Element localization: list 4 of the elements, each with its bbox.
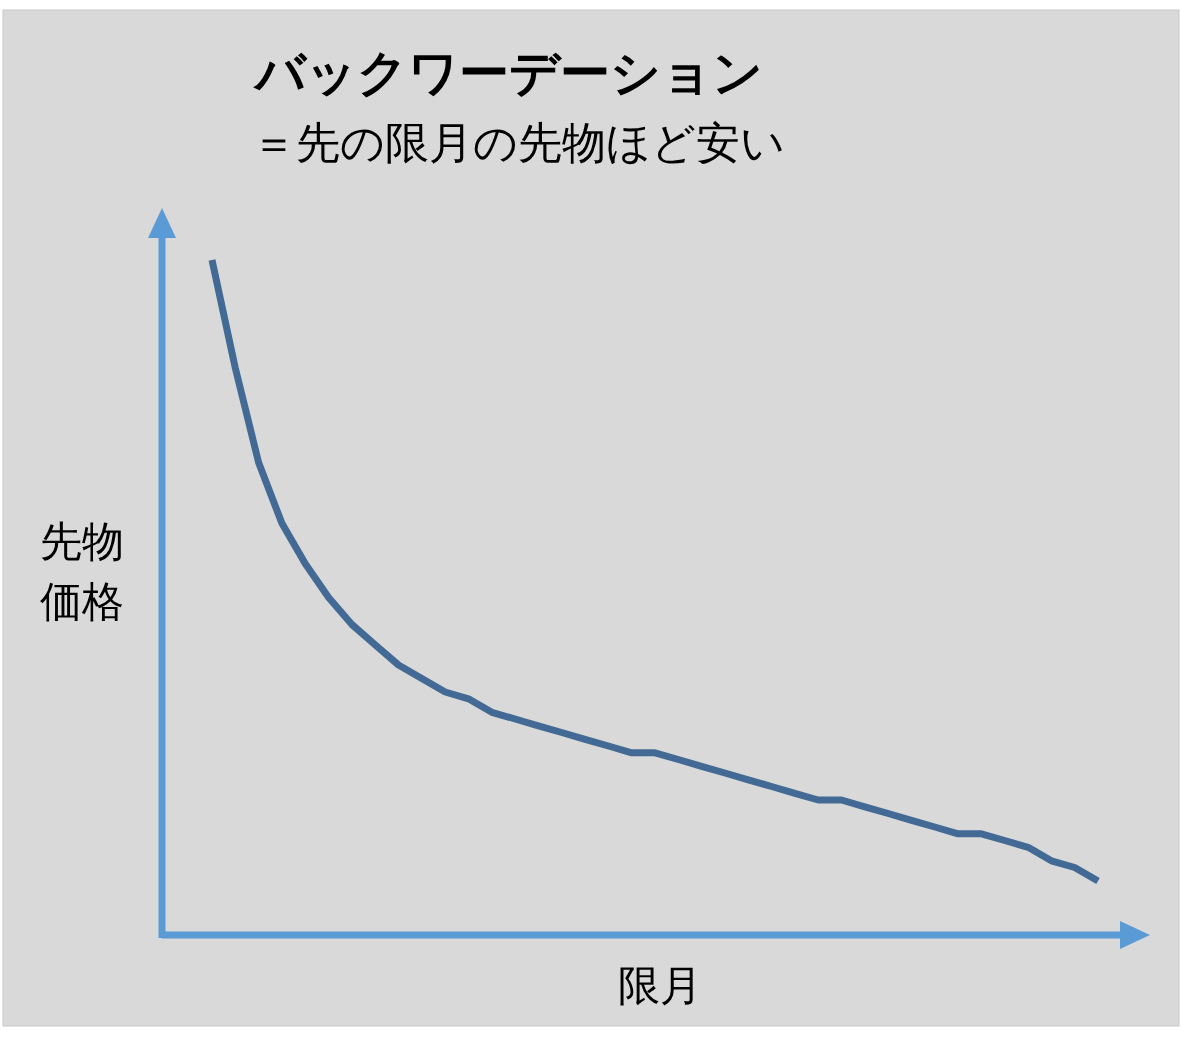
- chart-title: バックワーデーション: [253, 44, 763, 102]
- x-axis-title: 限月: [618, 961, 702, 1010]
- chart-subtitle: ＝先の限月の先物ほど安い: [252, 117, 785, 168]
- y-axis-title: 先物価格: [40, 517, 124, 626]
